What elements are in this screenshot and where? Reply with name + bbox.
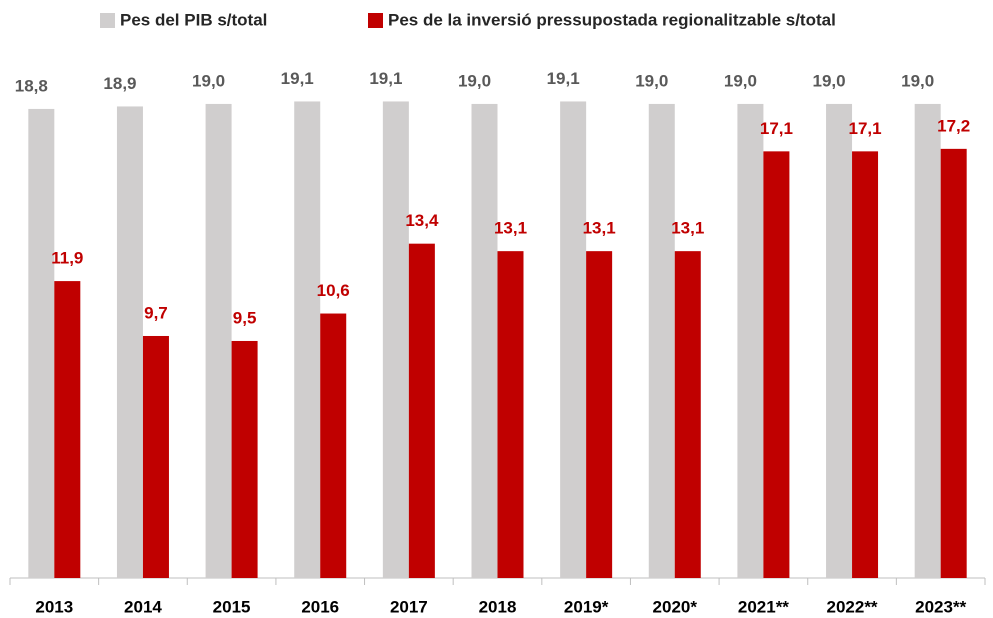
legend-swatch	[100, 13, 115, 28]
data-label: 19,0	[812, 71, 845, 90]
legend-swatch	[368, 13, 383, 28]
bar	[940, 148, 967, 579]
data-label: 13,4	[405, 211, 439, 230]
bar	[116, 106, 143, 578]
data-label: 9,5	[233, 308, 257, 327]
x-tick-label: 2016	[301, 597, 339, 616]
bar	[205, 103, 232, 578]
x-tick-label: 2015	[213, 597, 251, 616]
data-label: 19,1	[281, 69, 314, 88]
data-label: 13,1	[583, 219, 616, 238]
data-label: 19,0	[724, 71, 757, 90]
x-tick-label: 2018	[479, 597, 517, 616]
bar	[497, 251, 524, 578]
x-tick-label: 2021**	[738, 597, 789, 616]
x-tick-label: 2019*	[564, 597, 609, 616]
data-label: 18,9	[103, 74, 136, 93]
data-label: 17,1	[848, 119, 881, 138]
data-label: 18,8	[15, 76, 48, 95]
x-tick-label: 2014	[124, 597, 162, 616]
bar	[674, 251, 701, 578]
bar	[231, 340, 258, 578]
data-label: 10,6	[317, 281, 350, 300]
bar	[852, 151, 879, 579]
bar	[382, 101, 409, 578]
data-label: 13,1	[494, 219, 527, 238]
legend-label: Pes de la inversió pressupostada regiona…	[388, 10, 836, 29]
data-label: 19,0	[192, 71, 225, 90]
x-tick-label: 2013	[35, 597, 73, 616]
bar	[737, 103, 764, 578]
data-label: 11,9	[51, 249, 83, 268]
x-tick-label: 2017	[390, 597, 428, 616]
bar	[54, 281, 81, 578]
x-tick-label: 2022**	[827, 597, 878, 616]
bar	[408, 243, 435, 579]
x-tick-label: 2023**	[915, 597, 966, 616]
bar	[826, 103, 853, 578]
bar	[763, 151, 790, 579]
data-label: 17,1	[760, 119, 793, 138]
bar	[586, 251, 613, 578]
data-label: 17,2	[937, 116, 970, 135]
data-label: 13,1	[671, 219, 704, 238]
data-label: 19,0	[458, 71, 491, 90]
bar	[294, 101, 321, 578]
data-label: 19,1	[369, 69, 402, 88]
bar	[28, 108, 55, 578]
data-label: 19,1	[547, 69, 580, 88]
bar	[648, 103, 675, 578]
bar	[914, 103, 941, 578]
bar	[320, 313, 347, 578]
data-label: 9,7	[144, 303, 168, 322]
bar	[471, 103, 498, 578]
x-tick-label: 2020*	[653, 597, 698, 616]
legend-label: Pes del PIB s/total	[120, 10, 267, 29]
bar	[142, 335, 169, 578]
data-label: 19,0	[635, 71, 668, 90]
bar	[560, 101, 587, 578]
data-label: 19,0	[901, 71, 934, 90]
